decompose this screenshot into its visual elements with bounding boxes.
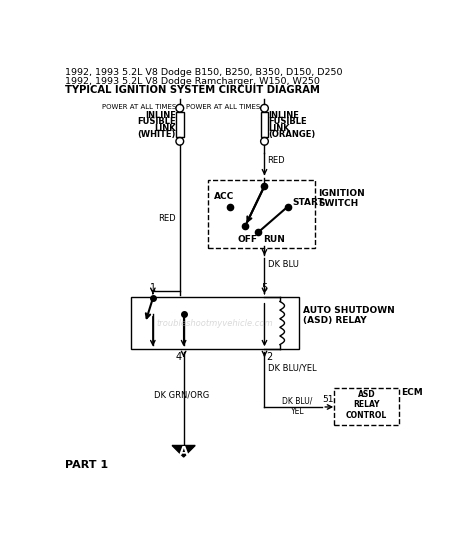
Bar bbox=[176, 112, 183, 137]
Text: DK BLU/
YEL: DK BLU/ YEL bbox=[283, 396, 313, 415]
Text: 1: 1 bbox=[150, 283, 156, 293]
Text: TYPICAL IGNITION SYSTEM CIRCUIT DIAGRAM: TYPICAL IGNITION SYSTEM CIRCUIT DIAGRAM bbox=[65, 85, 320, 95]
Text: troubleshootmyvehicle.com: troubleshootmyvehicle.com bbox=[156, 318, 273, 327]
Text: A: A bbox=[179, 445, 189, 458]
Text: START: START bbox=[292, 198, 324, 207]
Text: RED: RED bbox=[158, 214, 176, 223]
Bar bbox=[261, 112, 268, 137]
Bar bbox=[334, 388, 399, 425]
Bar bbox=[208, 180, 315, 248]
Text: (ORANGE): (ORANGE) bbox=[268, 130, 316, 139]
Text: IGNITION
SWITCH: IGNITION SWITCH bbox=[319, 189, 365, 209]
Text: FUSIBLE: FUSIBLE bbox=[268, 117, 307, 126]
Text: POWER AT ALL TIMES: POWER AT ALL TIMES bbox=[102, 105, 176, 110]
Text: AUTO SHUTDOWN
(ASD) RELAY: AUTO SHUTDOWN (ASD) RELAY bbox=[303, 306, 395, 325]
Text: DK GRN/ORG: DK GRN/ORG bbox=[155, 391, 210, 400]
Text: OFF: OFF bbox=[237, 235, 257, 244]
Text: DK BLU: DK BLU bbox=[267, 260, 299, 269]
Text: 5: 5 bbox=[261, 283, 268, 293]
Text: INLINE: INLINE bbox=[145, 111, 176, 120]
Text: 2: 2 bbox=[266, 352, 272, 362]
Text: 4: 4 bbox=[176, 352, 182, 362]
Text: RED: RED bbox=[267, 156, 285, 165]
Text: ACC: ACC bbox=[214, 192, 235, 201]
Text: INLINE: INLINE bbox=[268, 111, 299, 120]
Text: DK BLU/YEL: DK BLU/YEL bbox=[267, 364, 316, 373]
Text: PART 1: PART 1 bbox=[65, 460, 108, 470]
Text: FUSIBLE: FUSIBLE bbox=[137, 117, 176, 126]
Text: ASD
RELAY
CONTROL: ASD RELAY CONTROL bbox=[346, 390, 387, 420]
Text: 1992, 1993 5.2L V8 Dodge Ramcharger, W150, W250: 1992, 1993 5.2L V8 Dodge Ramcharger, W15… bbox=[65, 77, 320, 86]
Text: 1992, 1993 5.2L V8 Dodge B150, B250, B350, D150, D250: 1992, 1993 5.2L V8 Dodge B150, B250, B35… bbox=[65, 68, 343, 77]
Text: POWER AT ALL TIMES: POWER AT ALL TIMES bbox=[186, 105, 261, 110]
Text: RUN: RUN bbox=[263, 235, 285, 244]
Text: ECM: ECM bbox=[401, 388, 423, 397]
Bar bbox=[131, 297, 299, 349]
Text: LINK: LINK bbox=[268, 124, 290, 132]
Text: 51: 51 bbox=[323, 395, 334, 404]
Polygon shape bbox=[172, 445, 195, 457]
Text: LINK: LINK bbox=[155, 124, 176, 132]
Text: (WHITE): (WHITE) bbox=[137, 130, 176, 139]
